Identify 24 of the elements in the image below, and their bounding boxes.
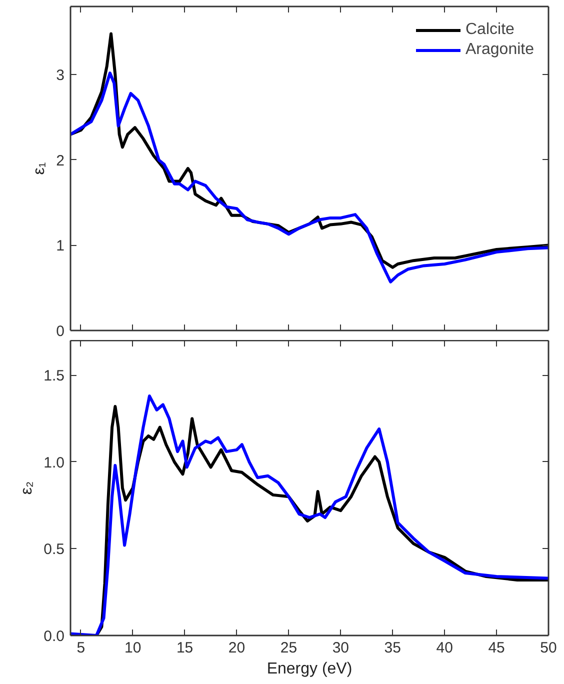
y-tick-label: 2 xyxy=(56,152,64,170)
x-tick-label: 30 xyxy=(332,640,350,656)
x-tick-label: 20 xyxy=(228,640,246,656)
y-tick-label: 1.5 xyxy=(44,368,65,385)
x-tick-label: 45 xyxy=(488,640,505,656)
y-tick-label: 0 xyxy=(56,323,64,340)
y-tick-label: 1 xyxy=(56,238,64,255)
y-tick-label: 0.0 xyxy=(44,628,65,645)
y-tick-label: 1.0 xyxy=(44,454,65,472)
y-axis-title: ε₁ xyxy=(31,162,48,175)
y-tick-label: 0.5 xyxy=(44,541,65,558)
x-tick-label: 5 xyxy=(76,640,86,656)
line-series xyxy=(70,72,548,284)
x-tick-label: 10 xyxy=(124,640,142,656)
x-tick-label: 25 xyxy=(280,640,298,656)
x-tick-label: 50 xyxy=(540,640,557,656)
legend-label: Aragonite xyxy=(466,41,534,59)
x-tick-label: 35 xyxy=(384,640,401,656)
x-tick-label: 15 xyxy=(176,640,194,656)
legend-label: Calcite xyxy=(466,21,514,39)
y-axis-title: ε₂ xyxy=(18,481,36,495)
y-tick-label: 3 xyxy=(56,67,64,84)
x-tick-label: 40 xyxy=(436,640,453,656)
x-axis-title: Energy (eV) xyxy=(266,660,352,678)
